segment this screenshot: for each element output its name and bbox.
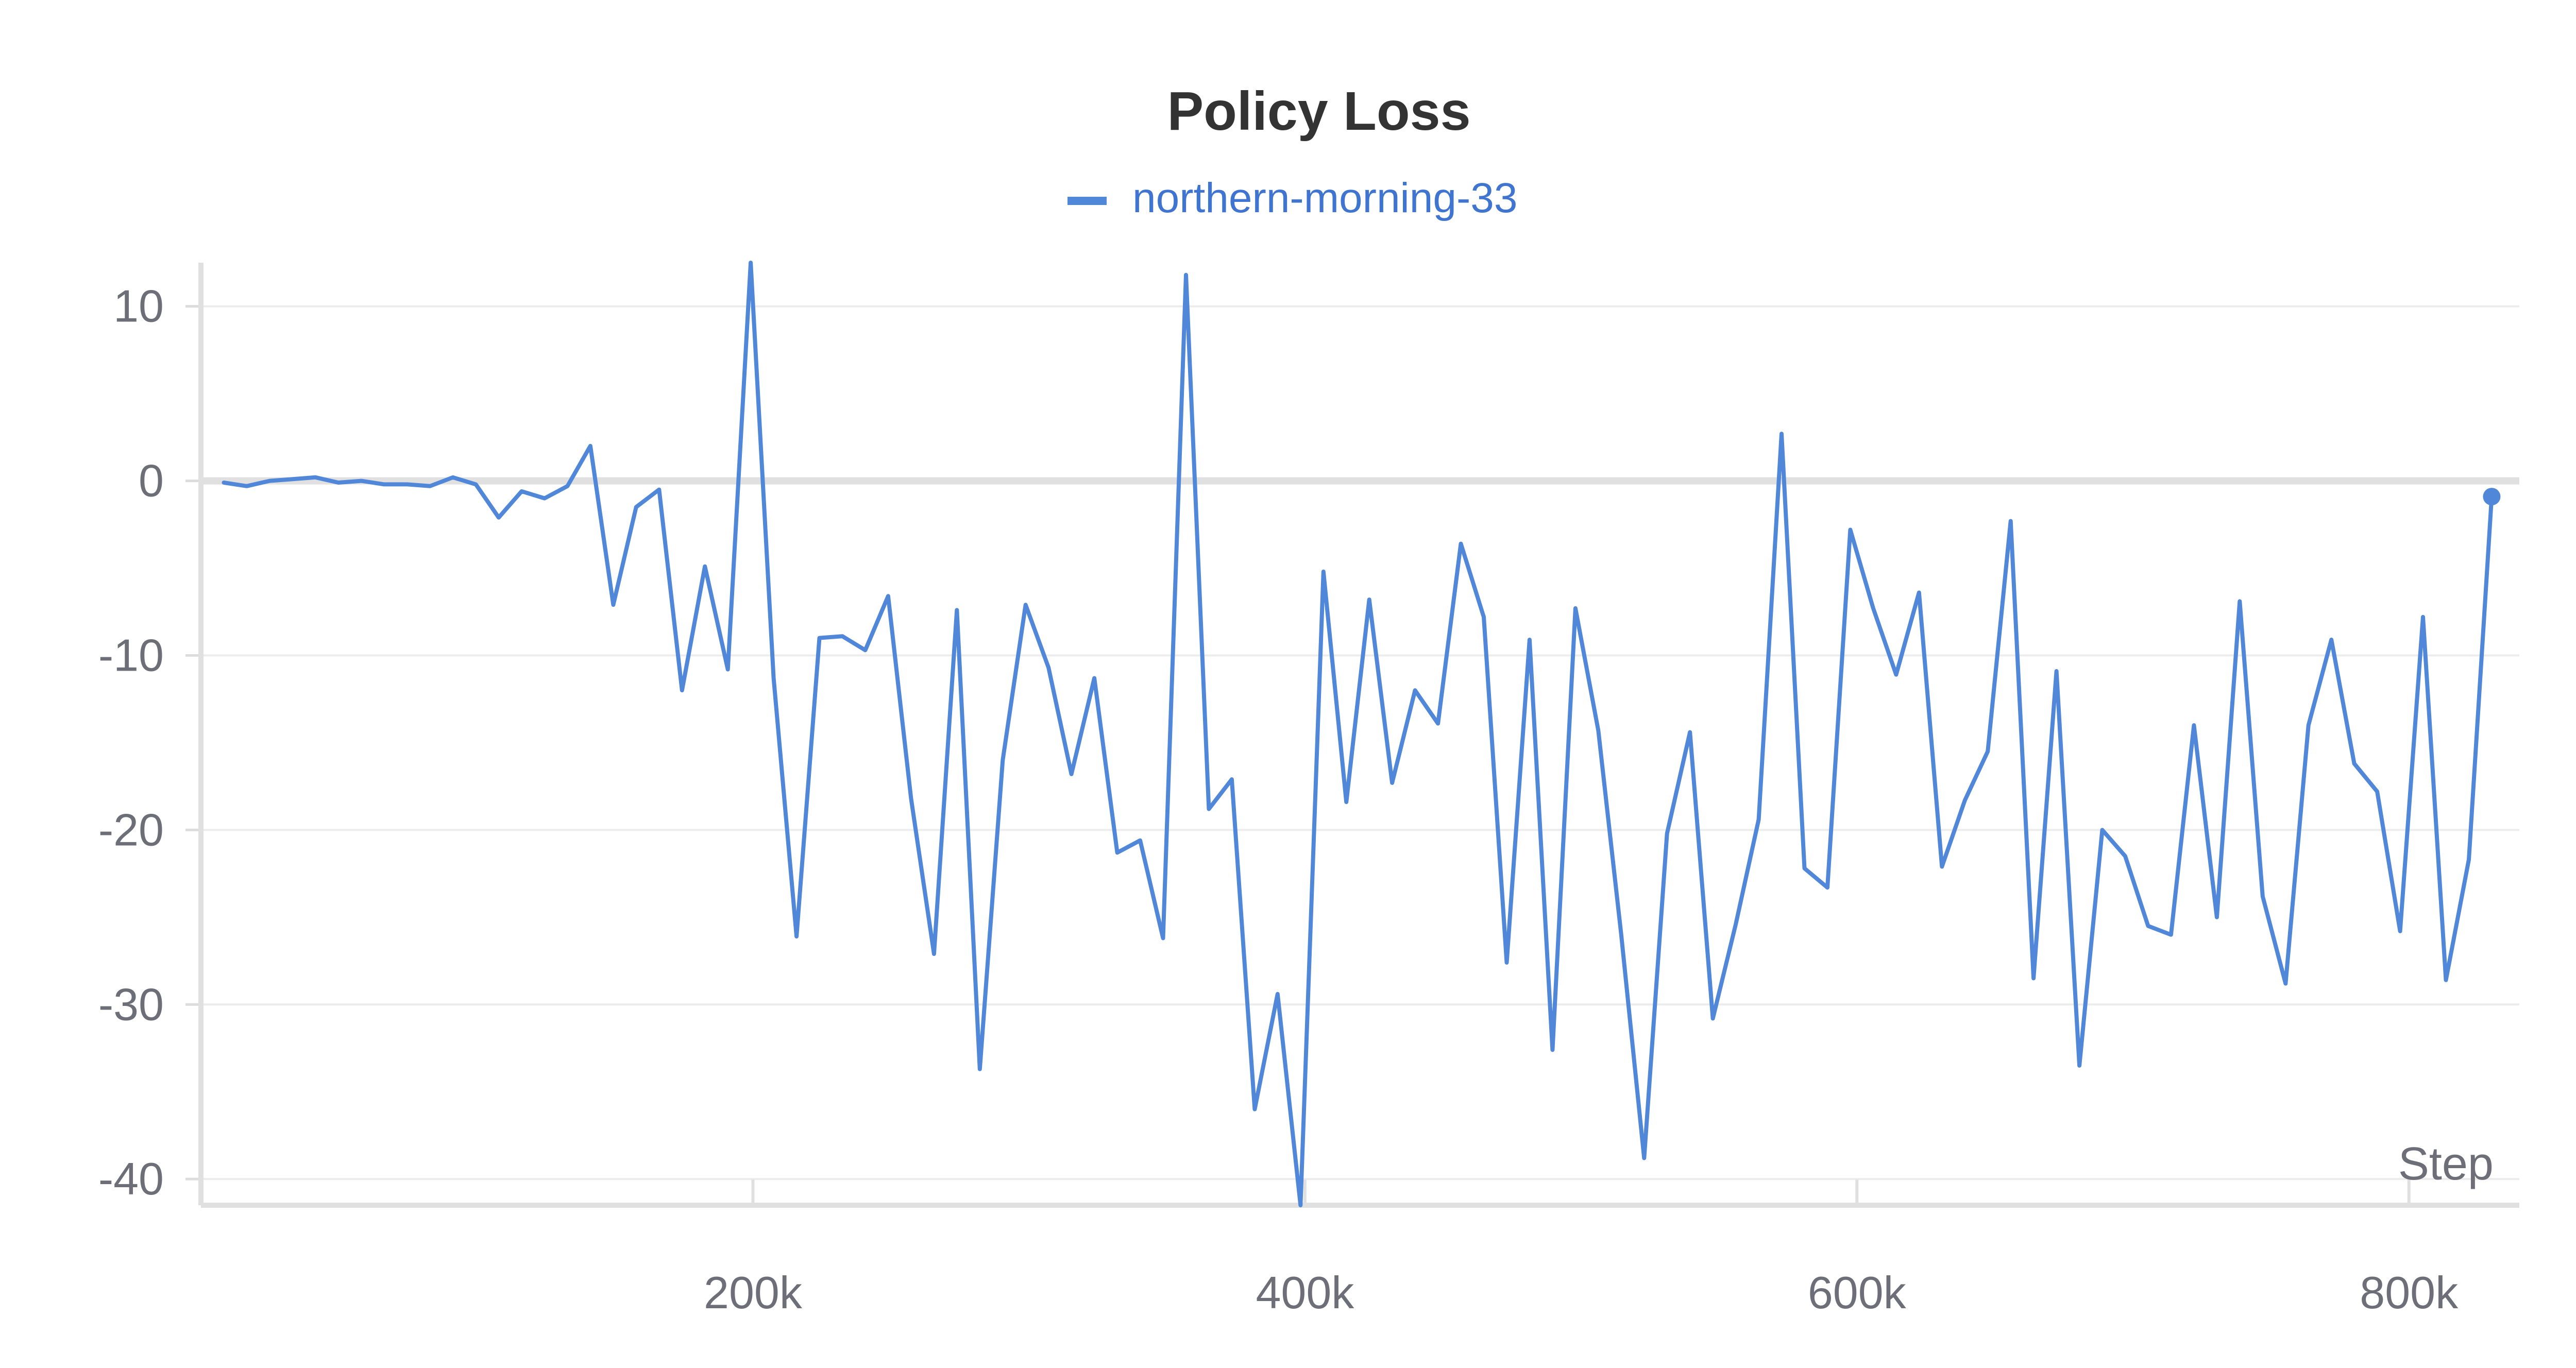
y-tick-label: -30 (98, 979, 164, 1030)
legend[interactable]: northern-morning-33 (1067, 175, 1518, 221)
y-tick-label: 10 (113, 281, 164, 332)
x-tick-label: 400k (1256, 1267, 1354, 1318)
x-axis-label: Step (2398, 1138, 2494, 1190)
x-tick-label: 600k (1808, 1267, 1907, 1318)
y-tick-label: -20 (98, 804, 164, 855)
legend-label: northern-morning-33 (1132, 175, 1518, 221)
x-axis-tick-labels: 200k 400k 600k 800k (704, 1267, 2459, 1318)
series-layer (222, 261, 2501, 1207)
y-tick-label: -40 (98, 1153, 164, 1204)
y-tick-label: 0 (139, 455, 164, 506)
series-last-point (2483, 488, 2501, 506)
x-tick-label: 800k (2360, 1267, 2459, 1318)
y-axis-tick-labels: 10 0 -10 -20 -30 -40 (98, 281, 164, 1204)
x-tick-label: 200k (704, 1267, 803, 1318)
grid-lines (201, 305, 2519, 1181)
y-tick-label: -10 (98, 630, 164, 681)
chart-title: Policy Loss (1167, 81, 1470, 142)
series-line (222, 261, 2494, 1207)
axes (185, 263, 2519, 1208)
